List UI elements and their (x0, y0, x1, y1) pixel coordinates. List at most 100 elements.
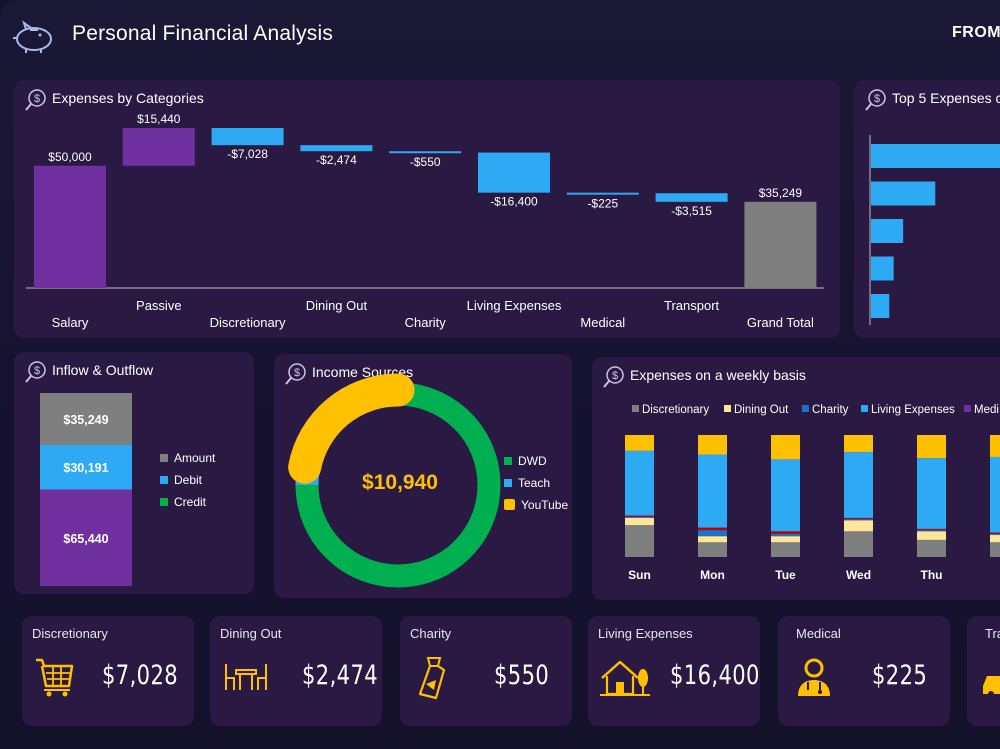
tick-label: Sun (628, 568, 651, 582)
kpi-card-discretionary: Discretionary $7,028 (22, 616, 194, 726)
magnifier-dollar-icon: $ (865, 89, 886, 111)
top5-expenses-card: $ Top 5 Expenses c (854, 80, 1000, 338)
weekly-seg-dining-out (698, 536, 727, 543)
bar-charity (389, 151, 462, 154)
magnifier-dollar-icon: $ (603, 366, 624, 388)
top5-bar (871, 294, 890, 318)
tick-label: Salary (52, 315, 89, 330)
weekly-seg-medical (917, 528, 946, 531)
house-icon (600, 660, 650, 696)
weekly-seg-medical (844, 517, 873, 520)
income-donut-chart (288, 373, 501, 588)
cart-icon (36, 658, 74, 697)
stack-amount (40, 393, 132, 445)
data-label: $35,249 (63, 413, 108, 427)
legend-item-teach: Teach (504, 476, 550, 490)
weekly-seg-medical (990, 532, 1000, 534)
bar-living-expenses (478, 152, 550, 193)
weekly-seg-living-expenses (917, 458, 946, 529)
weekly-seg-living-expenses (698, 454, 727, 528)
kpi-label: Dining Out (220, 626, 282, 641)
weekly-seg-transport (625, 435, 654, 451)
data-label: -$225 (587, 197, 618, 211)
weekly-seg-dining-out (990, 535, 1000, 543)
kpi-value: $16,400 (670, 660, 760, 691)
weekly-seg-transport (698, 435, 727, 455)
data-label: -$3,515 (671, 204, 712, 218)
weekly-seg-discretionary (625, 525, 654, 557)
legend-item-youtube: YouTube (504, 498, 568, 512)
kpi-value: $7,028 (102, 660, 179, 691)
car-icon (983, 676, 1000, 697)
tick-label: Passive (136, 298, 182, 313)
weekly-seg-transport (844, 435, 873, 453)
dining-table-icon (225, 664, 267, 690)
top5-bar (871, 181, 936, 206)
weekly-seg-dining-out (844, 520, 873, 532)
weekly-seg-charity (771, 533, 800, 537)
income-center-value: $10,940 (362, 471, 438, 494)
weekly-seg-discretionary (990, 542, 1000, 557)
svg-text:$: $ (612, 370, 618, 382)
bar-dining-out (300, 145, 373, 152)
page-title: Personal Financial Analysis (72, 22, 334, 45)
weekly-stacked-chart: SunMonTueWedThuF (625, 435, 1000, 582)
weekly-seg-living-expenses (625, 450, 654, 516)
data-label: -$16,400 (490, 195, 538, 209)
legend-item-dwd: DWD (504, 454, 547, 468)
slice-youtube (288, 373, 415, 484)
charity-icon (418, 657, 446, 700)
kpi-label: Charity (410, 626, 452, 641)
weekly-seg-medical (698, 527, 727, 531)
legend-item-charity: Charity (802, 404, 848, 416)
top5-bar (871, 256, 894, 281)
data-label: $65,440 (63, 532, 108, 546)
tick-label: Medical (580, 315, 625, 330)
legend-item-living-expenses: Living Expenses (861, 404, 955, 416)
bar-grand-total (744, 201, 817, 288)
magnifier-dollar-icon: $ (25, 361, 46, 383)
card-title: Inflow & Outflow (52, 362, 154, 378)
weekly-seg-medical (771, 531, 800, 534)
weekly-seg-charity (990, 533, 1000, 536)
weekly-seg-medical (625, 515, 654, 517)
data-label: -$550 (410, 155, 441, 169)
top5-bar (871, 219, 904, 243)
legend-item-medical: Medi (964, 404, 999, 416)
svg-text:$: $ (294, 367, 300, 379)
weekly-seg-dining-out (771, 536, 800, 543)
weekly-seg-dining-out (625, 517, 654, 526)
svg-text:$: $ (34, 365, 40, 377)
tick-label: Wed (846, 568, 871, 582)
tick-label: Living Expenses (467, 298, 562, 313)
income-sources-card: $ Income Sources $10,940 DWD Teach YouTu… (274, 354, 572, 598)
bar-transport (655, 193, 728, 202)
tick-label: Tue (775, 568, 796, 582)
kpi-label: Living Expenses (598, 626, 693, 641)
data-label: $15,440 (137, 112, 181, 126)
data-label: $30,191 (63, 461, 108, 475)
svg-text:$: $ (874, 93, 880, 105)
expenses-by-categories-card: $ Expenses by Categories $50,000 Salary $1… (14, 80, 840, 338)
weekly-seg-transport (771, 435, 800, 460)
legend-item-credit: Credit (160, 495, 206, 509)
from-label: FROM (952, 24, 1000, 41)
weekly-seg-discretionary (698, 542, 727, 557)
tick-label: Dining Out (306, 298, 368, 313)
tick-label: Transport (664, 298, 720, 313)
card-title: Expenses on a weekly basis (630, 367, 806, 383)
weekly-seg-charity (844, 519, 873, 521)
bar-passive (122, 128, 195, 166)
data-label: $50,000 (48, 150, 92, 164)
kpi-card-medical: Medical $225 (778, 616, 950, 726)
weekly-seg-discretionary (917, 539, 946, 557)
weekly-seg-charity (917, 530, 946, 532)
tick-label: Grand Total (747, 315, 814, 330)
tick-label: Mon (700, 568, 725, 582)
data-label: $35,249 (759, 186, 803, 200)
inflow-outflow-card: $ Inflow & Outflow $35,249 $30,191 $65,440… (14, 352, 254, 594)
stack-credit (40, 489, 132, 586)
weekly-seg-discretionary (771, 542, 800, 557)
waterfall-chart: $50,000 Salary $15,440 Passive -$7,028 Discre… (26, 112, 824, 330)
